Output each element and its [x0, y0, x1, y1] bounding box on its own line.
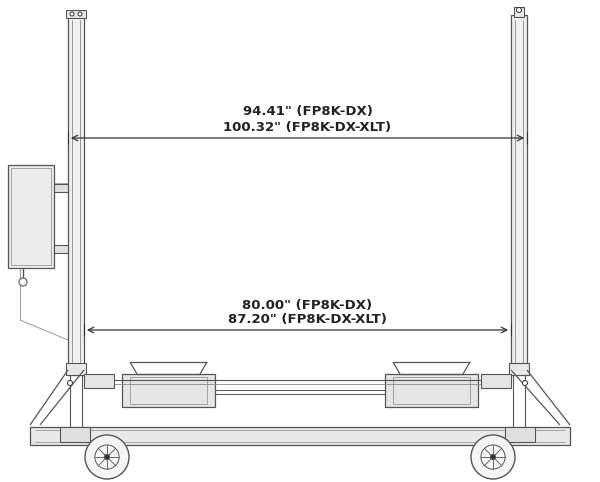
Bar [393, 377, 470, 404]
Bar [11, 168, 51, 265]
Bar [505, 427, 535, 442]
Circle shape [19, 278, 27, 286]
Circle shape [70, 12, 74, 16]
Bar [514, 7, 524, 17]
Circle shape [490, 455, 496, 460]
Bar [509, 363, 529, 375]
Bar [66, 10, 86, 18]
Bar [84, 374, 114, 388]
Bar [481, 374, 511, 388]
Bar [511, 15, 527, 375]
Circle shape [517, 8, 521, 13]
Text: 87.20" (FP8K-DX-XLT): 87.20" (FP8K-DX-XLT) [228, 312, 387, 325]
Bar [130, 377, 207, 404]
Text: 94.41" (FP8K-DX): 94.41" (FP8K-DX) [242, 106, 373, 119]
Circle shape [67, 380, 73, 386]
Circle shape [523, 380, 527, 386]
Bar [54, 245, 68, 253]
Circle shape [78, 12, 82, 16]
Bar [8, 165, 54, 268]
Text: 100.32" (FP8K-DX-XLT): 100.32" (FP8K-DX-XLT) [223, 120, 392, 134]
Bar [385, 374, 478, 407]
Circle shape [85, 435, 129, 479]
Circle shape [471, 435, 515, 479]
Text: 80.00" (FP8K-DX): 80.00" (FP8K-DX) [242, 298, 373, 311]
Bar [68, 15, 84, 375]
Bar [122, 374, 215, 407]
Bar [60, 427, 90, 442]
Bar [66, 363, 86, 375]
Bar [54, 184, 68, 192]
Bar [30, 427, 570, 445]
Circle shape [104, 455, 110, 460]
